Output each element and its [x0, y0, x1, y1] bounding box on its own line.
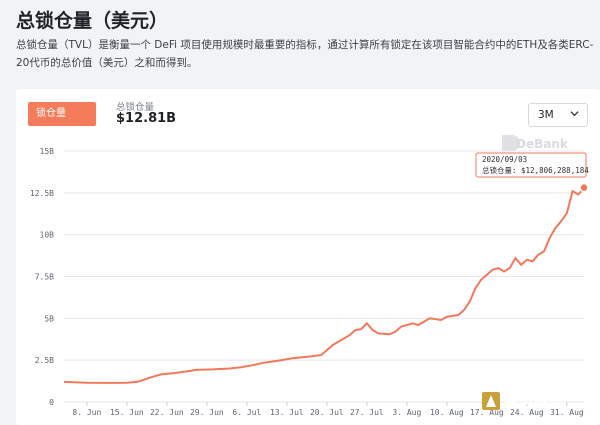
page-description: 总锁仓量（TVL）是衡量一个 DeFi 项目使用规模时最重要的指标，通过计算所有…: [16, 39, 594, 69]
chart-card: DeBank 0 2.5B 5B 7.5B 10B 12.5B 15B 8. Jun 15. …: [16, 89, 600, 425]
time-range-value: 3M: [538, 109, 554, 121]
tvl-tab-button[interactable]: 锁仓量: [28, 102, 96, 126]
debank-watermark: DeBank: [502, 135, 569, 151]
x-tick-label: 3. Aug: [392, 408, 421, 417]
y-axis-ticks: 0 2.5B 5B 7.5B 10B 12.5B 15B: [30, 147, 54, 407]
x-tick-label: 17. Aug: [470, 408, 504, 417]
x-tick-label: 6. Jul: [232, 408, 261, 417]
jinse-logo-mark: [486, 395, 496, 407]
x-tick-label: 20. Jul: [310, 408, 344, 417]
page-title: 总锁仓量（美元）: [16, 10, 169, 32]
y-tick-label: 7.5B: [35, 273, 54, 282]
y-tick-label: 5B: [44, 314, 54, 323]
debank-logo-icon: [502, 135, 520, 151]
x-tick-label: 31. Aug: [550, 408, 584, 417]
jinse-logo: 金色财经: [482, 392, 564, 411]
y-tick-label: 15B: [40, 147, 55, 156]
tooltip-box: [475, 152, 587, 178]
total-tvl-label: 总锁仓量: [116, 102, 155, 113]
x-tick-label: 13. Jul: [270, 408, 304, 417]
total-tvl-value: $12.81B: [116, 111, 177, 126]
chevron-down-icon: [570, 111, 579, 117]
y-tick-label: 10B: [40, 231, 55, 240]
highlight-point[interactable]: [579, 182, 589, 193]
x-tick-label: 24. Aug: [510, 408, 544, 417]
x-tick-label: 10. Aug: [430, 408, 464, 417]
x-tick-label: 8. Jun: [72, 408, 101, 417]
tvl-chart: DeBank 0 2.5B 5B 7.5B 10B 12.5B 15B 8. Jun 15. …: [30, 135, 589, 417]
tvl-series-line: [63, 186, 585, 384]
tooltip-date: 2020/09/03: [482, 155, 527, 164]
time-range-select[interactable]: 3M: [528, 103, 588, 127]
y-tick-label: 2.5B: [35, 356, 54, 365]
x-tick-label: 22. Jun: [150, 408, 184, 417]
x-tick-label: 27. Jul: [350, 408, 384, 417]
x-tick-label: 29. Jun: [190, 408, 224, 417]
y-tick-label: 0: [49, 398, 54, 407]
jinse-logo-text: 金色财经: [503, 393, 564, 411]
tooltip: 2020/09/03 总锁仓量: $12,806,288,184: [475, 152, 589, 178]
grid-lines: [64, 150, 584, 403]
watermark-text: DeBank: [516, 137, 569, 151]
y-tick-label: 12.5B: [30, 189, 54, 198]
tooltip-value: 总锁仓量: $12,806,288,184: [482, 165, 589, 175]
x-tick-label: 15. Jun: [110, 408, 144, 417]
